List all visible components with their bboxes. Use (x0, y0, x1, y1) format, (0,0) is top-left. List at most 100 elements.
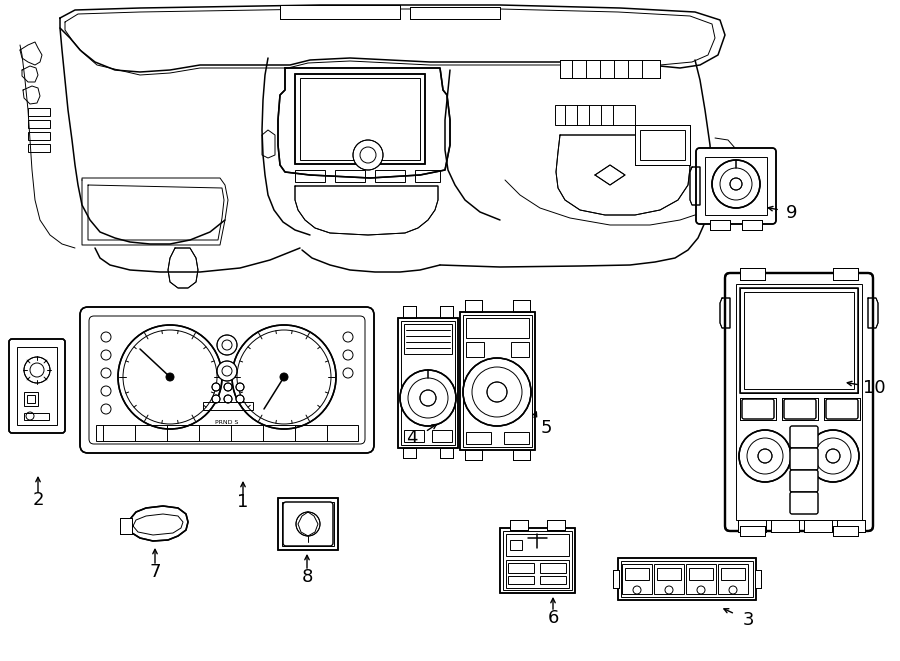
Bar (740, 398, 776, 420)
Bar (740, 288, 858, 393)
Bar (740, 268, 765, 280)
Text: 1: 1 (238, 493, 248, 511)
Bar (705, 157, 767, 215)
Bar (500, 528, 575, 593)
Bar (547, 520, 565, 530)
Circle shape (807, 430, 859, 482)
Bar (508, 576, 534, 584)
Bar (635, 125, 690, 165)
Bar (460, 312, 535, 450)
Bar (278, 498, 338, 550)
Bar (804, 520, 832, 532)
Bar (686, 564, 716, 594)
Bar (560, 60, 660, 78)
Bar (547, 520, 565, 530)
Bar (300, 78, 420, 160)
Circle shape (217, 335, 237, 355)
Circle shape (463, 358, 531, 426)
Bar (613, 570, 619, 588)
Text: 7: 7 (149, 563, 161, 581)
Polygon shape (465, 450, 482, 460)
Circle shape (212, 395, 220, 403)
Bar (740, 288, 858, 393)
Bar (622, 564, 652, 594)
Circle shape (739, 430, 791, 482)
Circle shape (232, 325, 336, 429)
FancyBboxPatch shape (696, 148, 776, 224)
Bar (555, 105, 635, 125)
Bar (721, 568, 745, 580)
Bar (824, 398, 860, 420)
Bar (635, 125, 690, 165)
Polygon shape (22, 66, 38, 82)
Bar (837, 520, 865, 532)
Bar (335, 170, 365, 182)
Bar (771, 520, 799, 532)
Circle shape (217, 361, 237, 381)
FancyBboxPatch shape (790, 492, 818, 514)
FancyBboxPatch shape (742, 399, 774, 419)
Bar (432, 430, 452, 442)
Polygon shape (440, 448, 453, 458)
Circle shape (758, 449, 772, 463)
Bar (618, 558, 756, 600)
Polygon shape (513, 300, 530, 312)
Polygon shape (556, 135, 690, 215)
Bar (120, 518, 132, 534)
Bar (506, 560, 569, 588)
Polygon shape (23, 86, 40, 104)
Bar (282, 502, 334, 546)
Bar (640, 130, 685, 160)
Text: 5: 5 (540, 419, 552, 437)
Bar (618, 558, 756, 600)
Bar (120, 518, 132, 534)
Text: 2: 2 (32, 491, 44, 509)
Polygon shape (403, 306, 416, 318)
Text: 10: 10 (863, 379, 886, 397)
Bar (782, 398, 818, 420)
Bar (410, 7, 500, 19)
Bar (718, 564, 748, 594)
Polygon shape (440, 306, 453, 318)
Bar (466, 432, 491, 444)
Polygon shape (262, 130, 275, 158)
Circle shape (487, 382, 507, 402)
Bar (503, 531, 572, 590)
Text: PRND S: PRND S (215, 420, 238, 424)
Bar (295, 74, 425, 164)
Bar (24, 413, 49, 420)
Bar (280, 5, 400, 19)
Circle shape (730, 178, 742, 190)
Polygon shape (513, 450, 530, 460)
FancyBboxPatch shape (790, 470, 818, 492)
Bar (824, 398, 860, 420)
Bar (401, 321, 455, 445)
Bar (398, 318, 458, 448)
Bar (510, 540, 522, 550)
Polygon shape (60, 5, 725, 72)
Bar (28, 120, 50, 128)
Bar (508, 563, 534, 573)
Circle shape (224, 383, 232, 391)
Bar (295, 170, 325, 182)
Bar (404, 324, 452, 354)
Bar (560, 60, 660, 78)
Bar (742, 220, 762, 230)
Bar (833, 526, 858, 536)
Bar (540, 563, 566, 573)
Text: 3: 3 (742, 611, 754, 629)
Bar (398, 318, 458, 448)
Bar (410, 7, 500, 19)
Circle shape (280, 373, 288, 381)
Bar (771, 520, 799, 532)
FancyBboxPatch shape (9, 339, 65, 433)
Bar (460, 312, 535, 450)
Bar (740, 526, 765, 536)
Bar (463, 315, 532, 447)
FancyBboxPatch shape (790, 426, 818, 448)
Bar (740, 398, 776, 420)
Circle shape (212, 383, 220, 391)
Bar (203, 402, 253, 410)
Bar (613, 570, 619, 588)
Circle shape (24, 357, 50, 383)
